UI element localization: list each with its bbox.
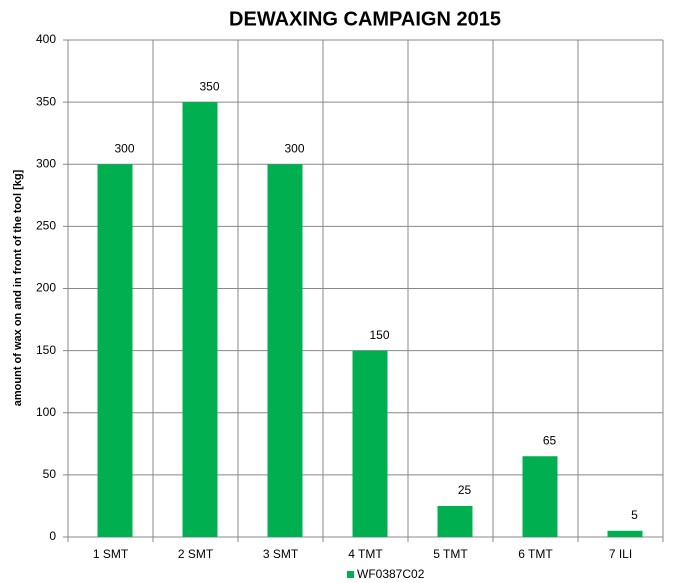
data-label: 65 xyxy=(543,433,557,447)
y-tick-label: 100 xyxy=(36,405,56,419)
data-label: 300 xyxy=(284,141,304,155)
data-label: 5 xyxy=(631,508,638,522)
y-tick-label: 0 xyxy=(49,529,56,543)
chart-title: DEWAXING CAMPAIGN 2015 xyxy=(229,8,501,30)
legend-swatch xyxy=(347,571,354,578)
bar xyxy=(267,164,303,537)
x-tick-label: 1 SMT xyxy=(93,547,129,561)
bar xyxy=(97,164,133,537)
bar xyxy=(522,456,558,537)
legend-label: WF0387C02 xyxy=(357,567,425,581)
bar xyxy=(182,102,218,537)
y-tick-label: 150 xyxy=(36,343,56,357)
x-tick-label: 5 TMT xyxy=(433,547,468,561)
data-label: 150 xyxy=(369,328,389,342)
y-tick-label: 50 xyxy=(43,467,57,481)
y-tick-label: 200 xyxy=(36,281,56,295)
x-tick-label: 3 SMT xyxy=(263,547,299,561)
y-axis-label: amount of wax on and in front of the too… xyxy=(12,169,24,406)
y-tick-label: 250 xyxy=(36,219,56,233)
y-tick-label: 400 xyxy=(36,32,56,46)
data-label: 25 xyxy=(458,483,472,497)
bar xyxy=(607,530,643,537)
y-tick-label: 300 xyxy=(36,156,56,170)
x-tick-label: 2 SMT xyxy=(178,547,214,561)
data-label: 300 xyxy=(114,141,134,155)
x-tick-label: 7 ILI xyxy=(609,547,632,561)
bar xyxy=(352,350,388,537)
data-label: 350 xyxy=(199,79,219,93)
bar xyxy=(437,505,473,537)
y-tick-label: 350 xyxy=(36,94,56,108)
x-tick-label: 6 TMT xyxy=(518,547,553,561)
x-tick-label: 4 TMT xyxy=(348,547,383,561)
